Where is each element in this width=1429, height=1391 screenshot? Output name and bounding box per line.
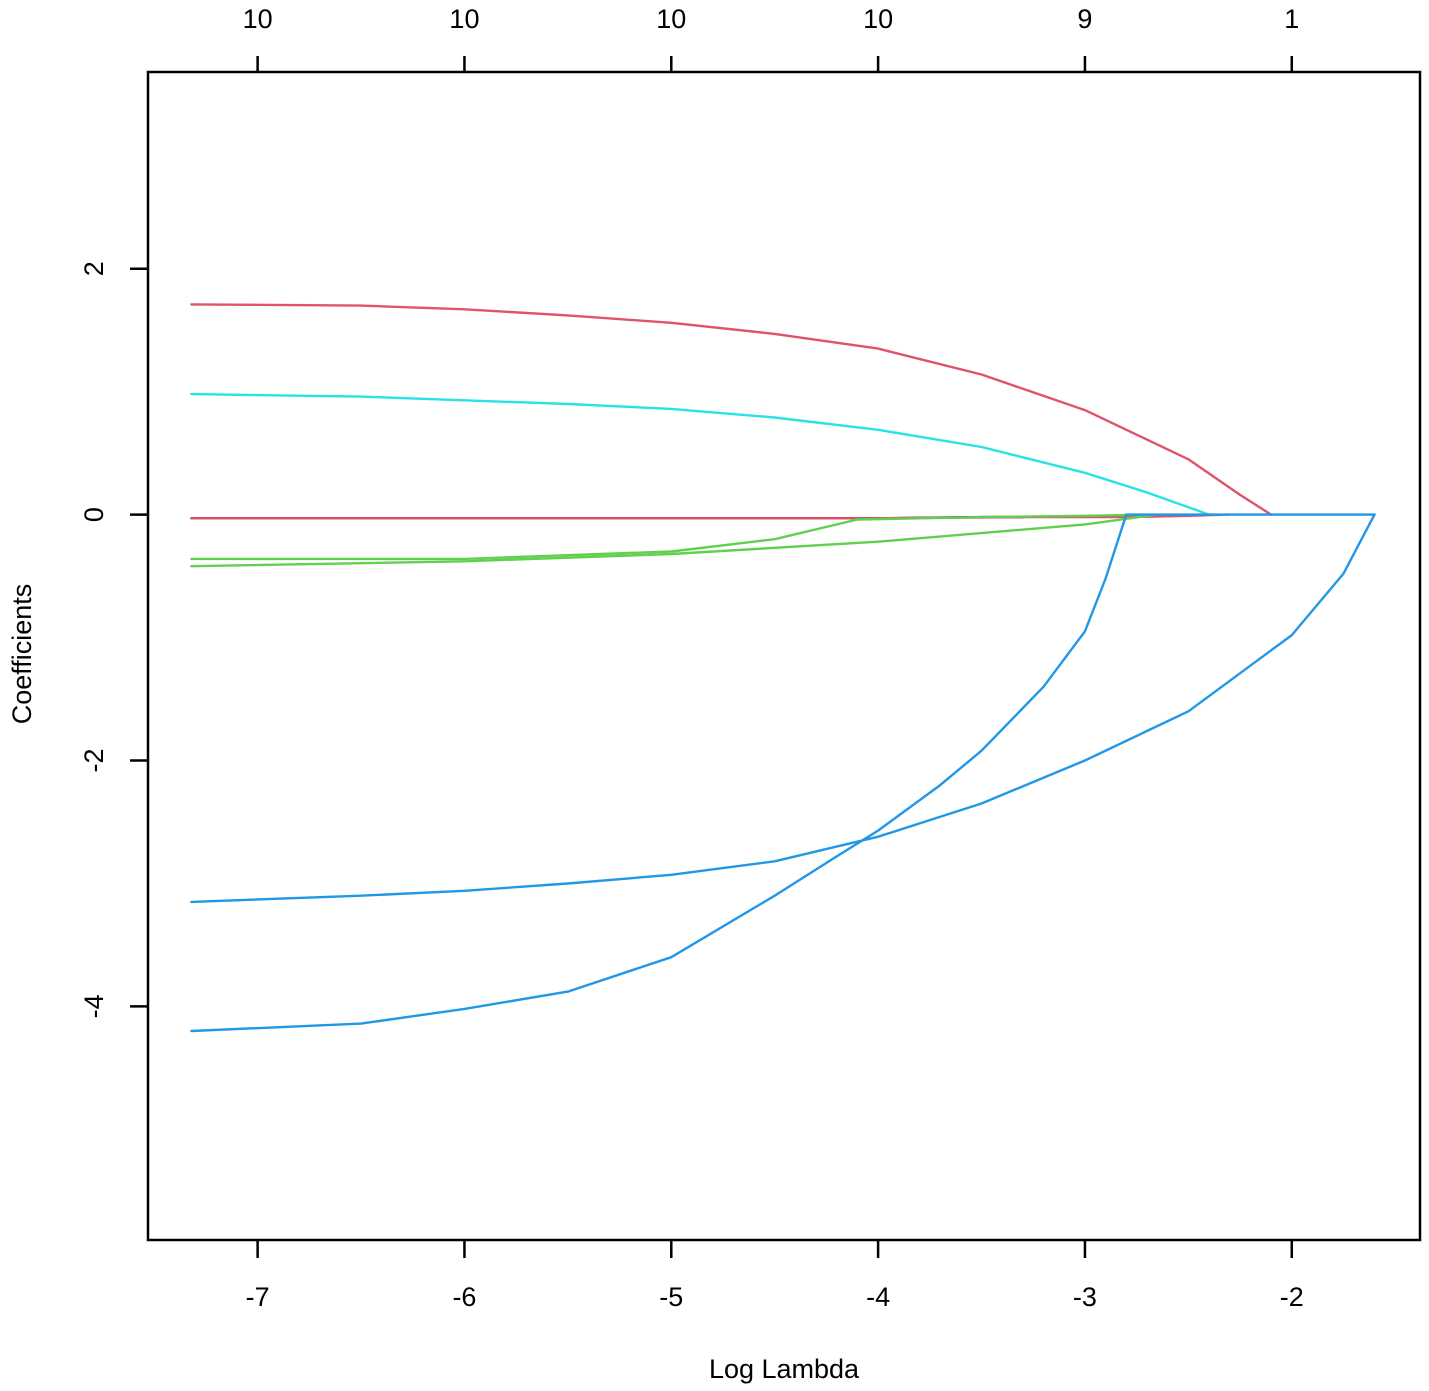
y-tick-label: -4 (79, 994, 109, 1018)
left-axis: -4 -2 0 2 (79, 261, 148, 1018)
x-tick-label: -7 (246, 1282, 270, 1312)
top-tick-label: 10 (449, 4, 479, 34)
y-axis-title: Coefficients (7, 584, 37, 725)
y-tick-label: -2 (79, 748, 109, 772)
coefficient-path-6 (190, 392, 1211, 516)
x-tick-label: -5 (659, 1282, 683, 1312)
coefficient-path-5 (190, 303, 1273, 516)
bottom-axis: -7 -6 -5 -4 -3 -2 (246, 1240, 1304, 1312)
y-tick-label: 0 (79, 507, 109, 522)
coefficient-paths (190, 303, 1376, 1033)
x-tick-label: -6 (452, 1282, 476, 1312)
x-tick-label: -4 (866, 1282, 890, 1312)
coefficient-path-8 (190, 513, 1128, 1033)
coefficient-path-7 (190, 513, 1376, 904)
x-tick-label: -2 (1280, 1282, 1304, 1312)
top-tick-label: 10 (243, 4, 273, 34)
top-tick-label: 9 (1077, 4, 1092, 34)
y-tick-label: 2 (79, 261, 109, 276)
x-tick-label: -3 (1073, 1282, 1097, 1312)
top-tick-label: 10 (863, 4, 893, 34)
top-tick-label: 10 (656, 4, 686, 34)
plot-frame (146, 70, 1422, 1242)
coefficient-path-3 (190, 513, 1149, 561)
top-tick-label: 1 (1284, 4, 1299, 34)
x-axis-title: Log Lambda (709, 1354, 860, 1384)
top-axis: 10 10 10 10 9 1 (243, 4, 1299, 72)
coefficient-path-4 (190, 513, 1159, 568)
